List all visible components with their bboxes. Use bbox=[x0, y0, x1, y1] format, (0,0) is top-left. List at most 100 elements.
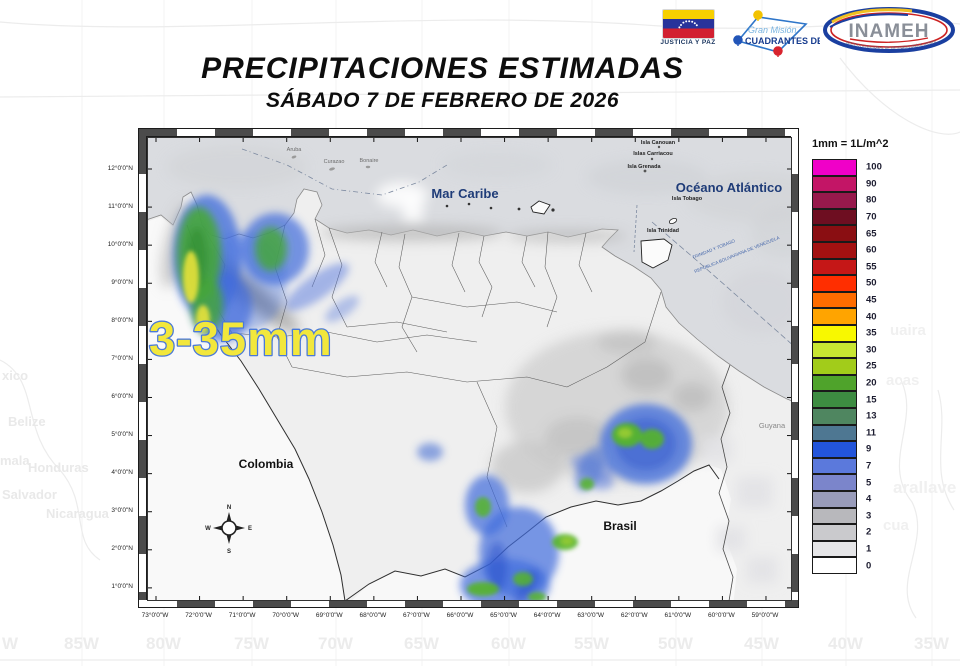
lon-tick-label: 73°0'0"W bbox=[141, 612, 169, 619]
legend-swatch bbox=[812, 175, 857, 193]
lon-tick-label: 68°0'0"W bbox=[359, 612, 387, 619]
legend-entry: 30 bbox=[812, 341, 922, 359]
legend-swatch bbox=[812, 291, 857, 309]
legend-value: 1 bbox=[866, 543, 872, 555]
lon-tick-label: 65°0'0"W bbox=[490, 612, 517, 619]
legend-swatch bbox=[812, 524, 857, 541]
legend-value: 11 bbox=[866, 427, 877, 439]
legend-swatch bbox=[812, 391, 857, 408]
background-map-label: 50W bbox=[658, 634, 693, 653]
legend-swatch bbox=[812, 507, 857, 525]
map-pin-icons bbox=[733, 10, 783, 57]
background-map-label: 45W bbox=[744, 634, 779, 653]
legend-swatch bbox=[812, 374, 857, 392]
legend-swatch bbox=[812, 159, 857, 176]
legend-value: 15 bbox=[866, 394, 877, 406]
lon-tick-label: 69°0'0"W bbox=[315, 612, 343, 619]
lon-tick-label: 62°0'0"W bbox=[620, 612, 648, 619]
lon-tick-label: 66°0'0"W bbox=[446, 612, 474, 619]
legend-value: 20 bbox=[866, 377, 877, 389]
legend-swatch bbox=[812, 225, 857, 242]
background-map-label: mala bbox=[0, 453, 30, 468]
legend-value: 25 bbox=[866, 360, 877, 372]
legend-entry: 13 bbox=[812, 408, 922, 425]
lon-tick-label: 59°0'0"W bbox=[751, 612, 779, 619]
legend-entry: 7 bbox=[812, 457, 922, 475]
legend-value: 80 bbox=[866, 194, 877, 206]
legend-value: 13 bbox=[866, 410, 877, 422]
header: PRECIPITACIONES ESTIMADAS SÁBADO 7 DE FE… bbox=[0, 0, 960, 125]
lat-tick-label: 5°0'0"N bbox=[111, 431, 133, 439]
page-title: PRECIPITACIONES ESTIMADAS bbox=[201, 52, 684, 85]
lat-tick-label: 11°0'0"N bbox=[108, 202, 133, 210]
legend-swatch bbox=[812, 275, 857, 292]
legend-value: 7 bbox=[866, 460, 872, 472]
legend-entry: 60 bbox=[812, 242, 922, 259]
legend-value: 3 bbox=[866, 510, 872, 522]
legend-entry: 45 bbox=[812, 291, 922, 309]
legend-value: 9 bbox=[866, 443, 872, 455]
map-svg: Mar Caribe Océano Atlántico Colombia Bra… bbox=[147, 137, 792, 601]
islands bbox=[291, 145, 678, 269]
legend-entry: 0 bbox=[812, 557, 922, 574]
legend-value: 45 bbox=[866, 294, 877, 306]
lon-tick-label: 70°0'0"W bbox=[272, 612, 300, 619]
lon-tick-label: 60°0'0"W bbox=[708, 612, 735, 619]
antilles-labels: Aruba Curazao Bonaire bbox=[287, 147, 379, 165]
lon-tick-label: 64°0'0"W bbox=[533, 612, 561, 619]
lat-tick-label: 3°0'0"N bbox=[111, 507, 133, 515]
compass-n: N bbox=[227, 505, 231, 511]
flag-caption: JUSTICIA Y PAZ bbox=[660, 39, 716, 46]
background-map-label: arallave bbox=[893, 478, 957, 497]
legend-value: 60 bbox=[866, 244, 877, 256]
background-map-label: acas bbox=[886, 372, 920, 389]
venezuela-flag-icon bbox=[662, 9, 715, 39]
lat-tick-label: 4°0'0"N bbox=[111, 469, 133, 477]
label-guyana: Guyana bbox=[759, 421, 786, 430]
background-map-label: 80W bbox=[146, 634, 181, 653]
background-map-label: uaira bbox=[890, 322, 926, 339]
legend-value: 70 bbox=[866, 211, 877, 223]
legend-swatch bbox=[812, 242, 857, 259]
precip-west bbox=[173, 195, 360, 342]
mission-logo-line1: Gran Misión bbox=[748, 25, 797, 35]
lat-tick-label: 12°0'0"N bbox=[107, 164, 133, 172]
lat-tick-label: 2°0'0"N bbox=[111, 545, 133, 553]
legend-entry: 2 bbox=[812, 524, 922, 541]
legend-value: 4 bbox=[866, 493, 872, 505]
legend-value: 2 bbox=[866, 526, 872, 538]
lat-tick-label: 8°0'0"N bbox=[111, 316, 133, 324]
lat-tick-label: 9°0'0"N bbox=[111, 278, 133, 286]
legend-value: 30 bbox=[866, 344, 877, 356]
legend-value: 5 bbox=[866, 477, 872, 489]
lon-tick-label: 61°0'0"W bbox=[664, 612, 692, 619]
background-map-label: cua bbox=[883, 517, 909, 534]
background-map-label: Nicaragua bbox=[46, 506, 109, 521]
legend-swatch bbox=[812, 208, 857, 226]
legend-entry: 15 bbox=[812, 391, 922, 408]
title-block: PRECIPITACIONES ESTIMADAS SÁBADO 7 DE FE… bbox=[120, 52, 765, 113]
label-isla-tobago: Isla Tobago bbox=[672, 196, 703, 202]
background-map-label: 85W bbox=[64, 634, 99, 653]
lat-tick-label: 6°0'0"N bbox=[111, 392, 133, 400]
legend-entry: 100 bbox=[812, 159, 922, 176]
label-curazao: Curazao bbox=[324, 159, 345, 165]
legend-entry: 25 bbox=[812, 358, 922, 375]
legend-swatch bbox=[812, 358, 857, 375]
compass-s: S bbox=[227, 549, 231, 555]
background-map-label: xico bbox=[2, 368, 29, 383]
compass-e: E bbox=[248, 526, 252, 532]
legend-value: 50 bbox=[866, 277, 877, 289]
legend-swatch bbox=[812, 557, 857, 574]
legend: 1mm = 1L/m^2 100 90 80 70 65 60 55 50 45 40 35 30 25… bbox=[812, 138, 932, 574]
legend-swatch bbox=[812, 424, 857, 442]
legend-entry: 50 bbox=[812, 275, 922, 292]
label-aruba: Aruba bbox=[287, 147, 303, 153]
legend-entry: 1 bbox=[812, 540, 922, 558]
lon-tick-label: 63°0'0"W bbox=[577, 612, 605, 619]
lon-tick-label: 67°0'0"W bbox=[403, 612, 430, 619]
legend-entry: 20 bbox=[812, 374, 922, 392]
legend-value: 65 bbox=[866, 228, 877, 240]
background-map-label: 75W bbox=[234, 634, 269, 653]
